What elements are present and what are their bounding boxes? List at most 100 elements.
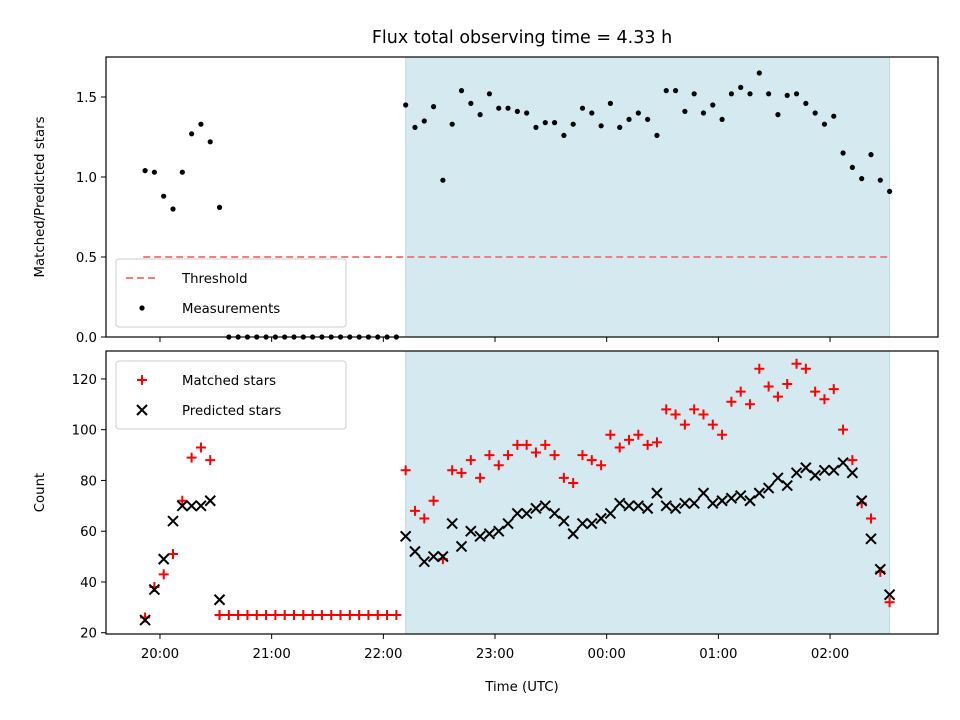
data-point <box>213 594 226 606</box>
y-tick-label: 60 <box>80 525 97 540</box>
data-point <box>403 102 409 108</box>
data-point <box>669 502 682 515</box>
legend: Matched stars Predicted stars <box>115 360 347 430</box>
data-point <box>558 515 570 527</box>
data-point <box>855 495 868 507</box>
data-point <box>399 530 412 542</box>
data-point <box>756 70 762 76</box>
data-point <box>279 609 290 620</box>
data-point <box>419 513 430 524</box>
y-axis-label: Count <box>33 473 48 513</box>
data-point <box>762 482 775 494</box>
data-point <box>568 477 579 488</box>
data-point <box>651 437 662 448</box>
top-panel: 0.0 0.5 1.0 1.5 Matched/Predicted stars Thres… <box>33 56 939 346</box>
data-point <box>493 460 504 471</box>
data-point <box>251 609 262 620</box>
data-point <box>177 495 188 506</box>
data-point <box>530 447 541 458</box>
data-point <box>717 429 728 440</box>
data-point <box>617 124 623 130</box>
data-point <box>363 609 374 620</box>
data-point <box>689 404 700 415</box>
data-point <box>577 450 588 461</box>
data-point <box>570 121 576 127</box>
data-point <box>382 609 393 620</box>
data-point <box>142 168 148 174</box>
data-point <box>447 465 458 476</box>
bottom-panel: 20 40 60 80 100 120 20:00 21:00 22:00 23:00 00:00 0… <box>33 350 939 662</box>
data-point <box>158 569 169 580</box>
data-point <box>512 439 523 450</box>
data-point <box>530 502 542 515</box>
data-point <box>847 455 858 466</box>
data-point <box>558 472 569 483</box>
data-point <box>421 118 427 124</box>
series-predicted-stars <box>139 456 896 626</box>
data-point <box>475 472 486 483</box>
data-point <box>596 460 607 471</box>
data-point <box>589 110 595 116</box>
data-point <box>503 450 514 461</box>
data-point <box>511 507 524 520</box>
chart-title: Flux total observing time = 4.33 h <box>372 28 672 48</box>
data-point <box>549 450 560 461</box>
data-point <box>766 91 772 97</box>
data-point <box>793 91 800 97</box>
data-point <box>772 472 784 484</box>
data-point <box>456 467 467 478</box>
data-point <box>763 381 774 392</box>
data-point <box>837 456 849 469</box>
data-point <box>326 609 337 620</box>
data-point <box>744 495 756 507</box>
data-point <box>316 609 327 620</box>
data-point <box>139 614 151 626</box>
data-point <box>859 176 865 182</box>
data-point <box>514 108 520 114</box>
data-point <box>185 500 198 512</box>
y-tick-label: 40 <box>80 576 97 591</box>
data-point <box>828 464 840 476</box>
data-point <box>716 495 728 507</box>
data-point <box>642 439 653 450</box>
data-point <box>607 100 614 106</box>
data-point <box>865 513 876 524</box>
data-point <box>428 495 439 506</box>
data-point <box>810 386 821 397</box>
data-point <box>189 131 195 137</box>
data-point <box>446 517 458 530</box>
data-point <box>176 500 189 512</box>
y-tick-label: 20 <box>80 627 97 642</box>
y-axis-label: Matched/Predicted stars <box>33 116 48 277</box>
data-point <box>819 394 830 405</box>
data-point <box>524 110 530 116</box>
data-point <box>663 88 669 94</box>
data-point <box>586 517 598 530</box>
data-point <box>168 549 179 560</box>
data-point <box>624 434 635 445</box>
data-point <box>261 609 272 620</box>
data-point <box>632 500 645 512</box>
legend-marker <box>136 404 148 416</box>
data-point <box>812 110 818 116</box>
data-point <box>782 378 793 389</box>
data-point <box>400 465 411 476</box>
data-point <box>179 169 185 175</box>
data-point <box>877 177 883 183</box>
data-point <box>409 505 420 516</box>
data-point <box>679 497 691 509</box>
data-point <box>775 112 781 118</box>
data-point <box>800 363 811 374</box>
data-point <box>167 515 179 527</box>
data-point <box>614 497 626 509</box>
data-point <box>679 419 690 430</box>
data-point <box>840 150 846 156</box>
data-point <box>887 188 893 194</box>
legend: Threshold Measurements <box>115 258 347 328</box>
data-point <box>551 120 558 126</box>
x-tick-label: 02:00 <box>811 647 849 662</box>
data-point <box>170 206 176 212</box>
data-point <box>204 495 216 507</box>
data-point <box>223 609 234 620</box>
